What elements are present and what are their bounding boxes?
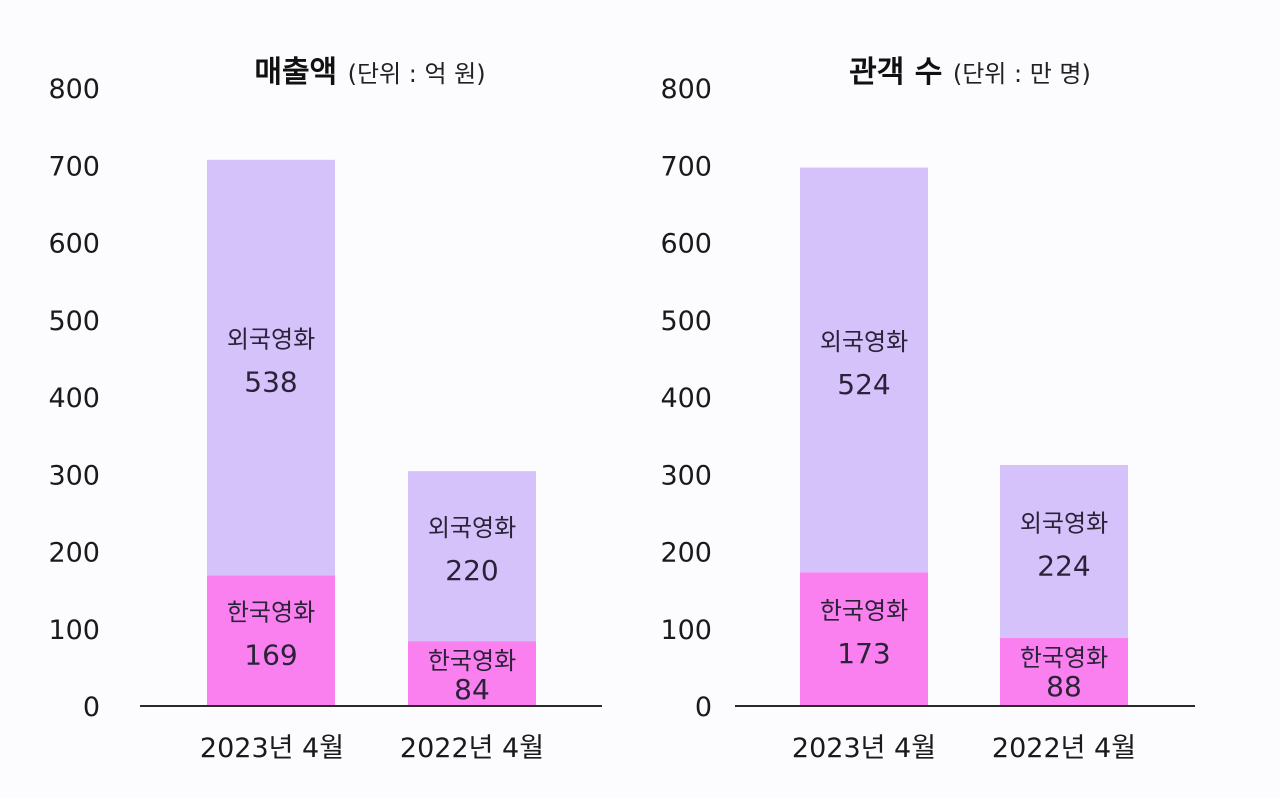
y-tick-label: 700 [660,151,712,182]
segment-series-label: 외국영화 [428,514,516,542]
chart-unit-label: (단위 : 만 명) [953,60,1091,88]
bar-segment [1000,464,1128,639]
y-tick-label: 600 [660,229,712,260]
x-category-label: 2022년 4월 [992,733,1136,764]
chart-title: 관객 수 (단위 : 만 명) [849,55,1091,90]
bar-segment [408,471,536,642]
bar-segment [207,159,335,576]
y-tick-label: 200 [48,538,100,569]
data-label: 224 [1037,550,1090,583]
y-tick-label: 100 [48,615,100,646]
y-tick-label: 0 [83,692,100,723]
segment-series-label: 외국영화 [1020,510,1108,538]
data-label: 173 [837,637,890,670]
x-category-label: 2023년 4월 [792,733,936,764]
x-category-label: 2022년 4월 [400,733,544,764]
y-tick-label: 600 [48,229,100,260]
segment-series-label: 한국영화 [1020,644,1108,672]
data-label: 88 [1046,670,1082,703]
bar-segment [1000,638,1128,706]
y-tick-label: 800 [48,74,100,105]
chart-panel-1: 매출액 (단위 : 억 원) 0 100 200 300 400 500 600 700 800 한… [48,55,602,764]
bar-segment [207,575,335,706]
segment-series-label: 외국영화 [820,328,908,356]
data-label: 524 [837,368,890,401]
y-tick-label: 300 [660,460,712,491]
y-tick-label: 100 [660,615,712,646]
segment-series-label: 한국영화 [227,599,315,627]
bar-segment [800,167,928,573]
bar-segment [408,641,536,706]
data-label: 538 [244,366,297,399]
y-tick-label: 400 [660,383,712,414]
chart-unit-label: (단위 : 억 원) [348,60,486,88]
y-tick-label: 300 [48,460,100,491]
chart-title-main: 매출액 [254,55,347,90]
data-label: 169 [244,639,297,672]
y-tick-label: 700 [48,151,100,182]
bar-segment [800,572,928,706]
segment-series-label: 외국영화 [227,326,315,354]
y-tick-label: 500 [48,306,100,337]
chart-panel-2: 관객 수 (단위 : 만 명) 0 100 200 300 400 500 600 700 800… [660,55,1195,764]
segment-series-label: 한국영화 [820,597,908,625]
y-tick-label: 500 [660,306,712,337]
chart-title: 매출액 (단위 : 억 원) [254,55,485,90]
data-label: 84 [454,673,490,706]
y-tick-label: 200 [660,538,712,569]
y-tick-label: 800 [660,74,712,105]
y-tick-label: 400 [48,383,100,414]
x-category-label: 2023년 4월 [200,733,344,764]
chart-title-main: 관객 수 [849,55,953,90]
data-label: 220 [445,554,498,587]
y-tick-label: 0 [695,692,712,723]
segment-series-label: 한국영화 [428,647,516,675]
